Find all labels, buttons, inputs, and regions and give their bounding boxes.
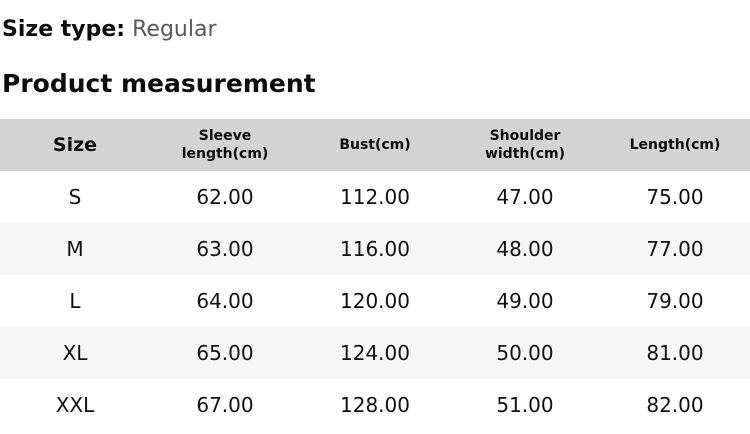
cell-bust: 124.00 <box>340 341 410 366</box>
size-type-label: Size type: <box>2 17 126 42</box>
cell-size: L <box>69 289 81 314</box>
cell-shoulder-width: 51.00 <box>496 393 554 418</box>
table-row-xxl: XXL 67.00 128.00 51.00 82.00 <box>0 379 750 431</box>
cell-length: 82.00 <box>646 393 704 418</box>
cell-shoulder-width: 47.00 <box>496 185 554 210</box>
cell-shoulder-width: 49.00 <box>496 289 554 314</box>
size-type-line: Size type: Regular <box>0 0 750 45</box>
cell-shoulder-width: 48.00 <box>496 237 554 262</box>
cell-size: XXL <box>55 393 95 418</box>
column-header-shoulder-width: Shoulder width(cm) <box>450 119 600 172</box>
cell-bust: 120.00 <box>340 289 410 314</box>
cell-size: M <box>66 237 84 262</box>
cell-bust: 128.00 <box>340 393 410 418</box>
column-header-length: Length(cm) <box>600 119 750 172</box>
size-type-value: Regular <box>132 17 217 42</box>
cell-size: XL <box>62 341 88 366</box>
cell-shoulder-width: 50.00 <box>496 341 554 366</box>
cell-bust: 112.00 <box>340 185 410 210</box>
table-header-row: Size Sleeve length(cm) Bust(cm) Shoulder… <box>0 119 750 172</box>
section-title: Product measurement <box>2 68 316 98</box>
cell-sleeve-length: 64.00 <box>196 289 254 314</box>
cell-length: 79.00 <box>646 289 704 314</box>
size-measurement-table: Size Sleeve length(cm) Bust(cm) Shoulder… <box>0 119 750 431</box>
cell-length: 81.00 <box>646 341 704 366</box>
cell-length: 77.00 <box>646 237 704 262</box>
cell-sleeve-length: 63.00 <box>196 237 254 262</box>
column-header-size: Size <box>0 119 150 172</box>
column-header-sleeve-length: Sleeve length(cm) <box>150 119 300 172</box>
cell-size: S <box>68 185 82 210</box>
cell-sleeve-length: 62.00 <box>196 185 254 210</box>
table-row-l: L 64.00 120.00 49.00 79.00 <box>0 275 750 327</box>
cell-length: 75.00 <box>646 185 704 210</box>
table-row-m: M 63.00 116.00 48.00 77.00 <box>0 223 750 276</box>
table-row-xl: XL 65.00 124.00 50.00 81.00 <box>0 327 750 380</box>
table-row-s: S 62.00 112.00 47.00 75.00 <box>0 171 750 223</box>
table-header: Size Sleeve length(cm) Bust(cm) Shoulder… <box>0 119 750 172</box>
cell-sleeve-length: 67.00 <box>196 393 254 418</box>
column-header-bust: Bust(cm) <box>300 119 450 172</box>
cell-bust: 116.00 <box>340 237 410 262</box>
cell-sleeve-length: 65.00 <box>196 341 254 366</box>
table-body: S 62.00 112.00 47.00 75.00 M 63.00 116.0… <box>0 171 750 431</box>
